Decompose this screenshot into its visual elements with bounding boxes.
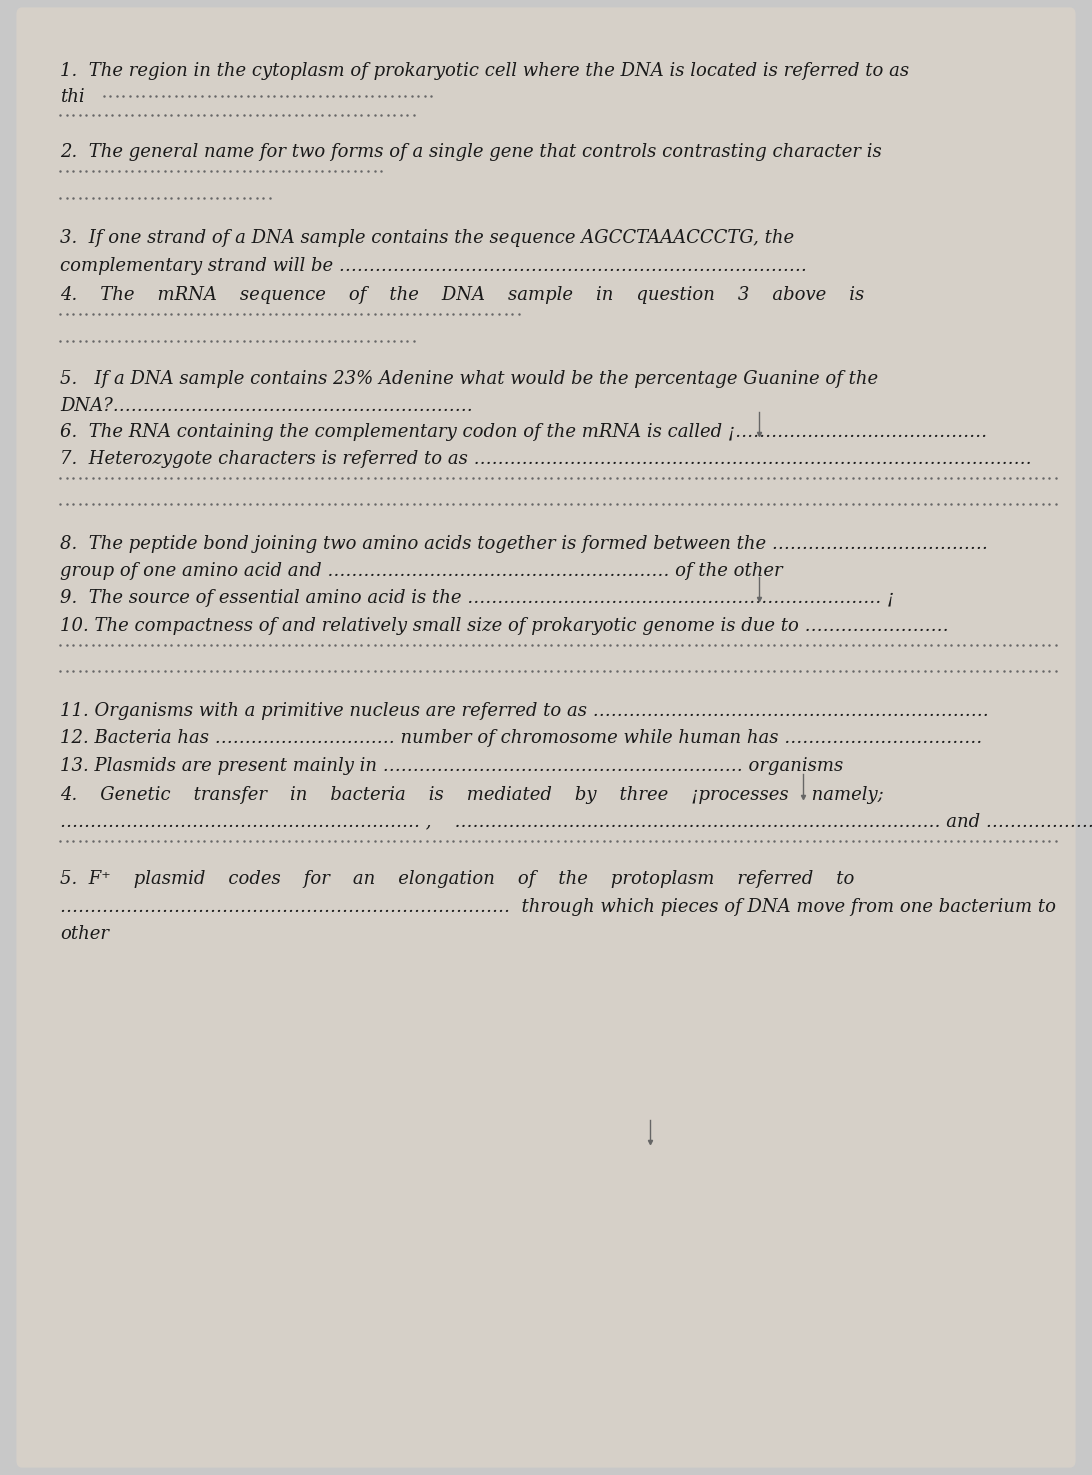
Text: 7.  Heterozygote characters is referred to as …………………………………………………………………………………: 7. Heterozygote characters is referred t…	[60, 450, 1032, 468]
Text: 5.   If a DNA sample contains 23% Adenine what would be the percentage Guanine o: 5. If a DNA sample contains 23% Adenine …	[60, 370, 878, 388]
Text: 10. The compactness of and relatively small size of prokaryotic genome is due to: 10. The compactness of and relatively sm…	[60, 617, 949, 634]
Text: 4.    The    mRNA    sequence    of    the    DNA    sample    in    question   : 4. The mRNA sequence of the DNA sample i…	[60, 286, 864, 304]
Text: 4.    Genetic    transfer    in    bacteria    is    mediated    by    three    : 4. Genetic transfer in bacteria is media…	[60, 786, 883, 804]
Text: 13. Plasmids are present mainly in …………………………………………………… organisms: 13. Plasmids are present mainly in ………………	[60, 757, 843, 774]
Text: complementary strand will be ……………………………………………………………………: complementary strand will be ………………………………	[60, 257, 807, 274]
Text: 3.  If one strand of a DNA sample contains the sequence AGCCTAAACCCTG, the: 3. If one strand of a DNA sample contain…	[60, 229, 794, 246]
Text: 12. Bacteria has ………………………… number of chromosome while human has ……………………………: 12. Bacteria has ………………………… number of ch…	[60, 729, 983, 746]
Text: thi: thi	[60, 88, 85, 106]
Text: 6.  The RNA containing the complementary codon of the mRNA is called ¡…………………………: 6. The RNA containing the complementary …	[60, 423, 987, 441]
Text: 2.  The general name for two forms of a single gene that controls contrasting ch: 2. The general name for two forms of a s…	[60, 143, 882, 161]
Text: 5.  F⁺    plasmid    codes    for    an    elongation    of    the    protoplasm: 5. F⁺ plasmid codes for an elongation of…	[60, 870, 854, 888]
Text: group of one amino acid and ………………………………………………… of the other: group of one amino acid and …………………………………	[60, 562, 783, 580]
Text: 1.  The region in the cytoplasm of prokaryotic cell where the DNA is located is : 1. The region in the cytoplasm of prokar…	[60, 62, 910, 80]
FancyBboxPatch shape	[16, 7, 1076, 1468]
Text: …………………………………………………… ,    ……………………………………………………………………… and …………………………………………………………: …………………………………………………… , ………………………………………………	[60, 813, 1092, 830]
Text: …………………………………………………………………  through which pieces of DNA move from one bacterium t: ………………………………………………………………… through which …	[60, 898, 1056, 916]
Text: DNA?……………………………………………………: DNA?……………………………………………………	[60, 397, 473, 414]
Text: 9.  The source of essential amino acid is the …………………………………………………………… ¡: 9. The source of essential amino acid is…	[60, 589, 894, 606]
Text: 11. Organisms with a primitive nucleus are referred to as …………………………………………………………: 11. Organisms with a primitive nucleus a…	[60, 702, 989, 720]
Text: other: other	[60, 925, 109, 943]
Text: 8.  The peptide bond joining two amino acids together is formed between the …………: 8. The peptide bond joining two amino ac…	[60, 535, 988, 553]
